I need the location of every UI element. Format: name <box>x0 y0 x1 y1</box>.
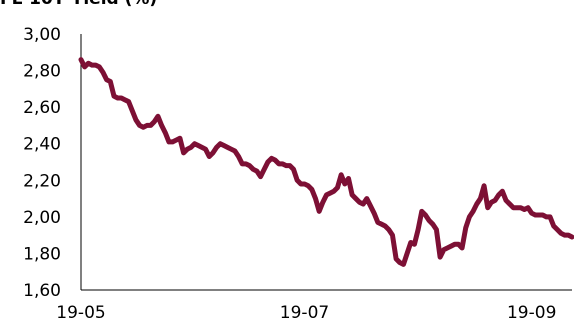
y-tick-label: 2,80 <box>23 62 61 82</box>
x-tick-label: 19-07 <box>280 303 329 323</box>
y-tick-label: 2,20 <box>23 171 61 191</box>
chart-title: FE 10Y Yield (%) <box>0 0 157 9</box>
x-tick-label: 19-05 <box>56 303 105 323</box>
y-tick-label: 2,40 <box>23 135 61 155</box>
y-tick-label: 1,60 <box>23 281 61 301</box>
y-tick-label: 1,80 <box>23 244 61 264</box>
y-tick-labels: 1,60 1,80 2,00 2,20 2,40 2,60 2,80 3,00 <box>23 25 61 301</box>
x-tick-label: 19-09 <box>507 303 556 323</box>
y-tick-label: 2,60 <box>23 98 61 118</box>
y-tick-label: 2,00 <box>23 208 61 228</box>
series-line <box>78 57 574 267</box>
y-tick-label: 3,00 <box>23 25 61 45</box>
series-group <box>78 57 574 267</box>
x-tick-labels: 19-05 19-07 19-09 <box>56 303 556 323</box>
